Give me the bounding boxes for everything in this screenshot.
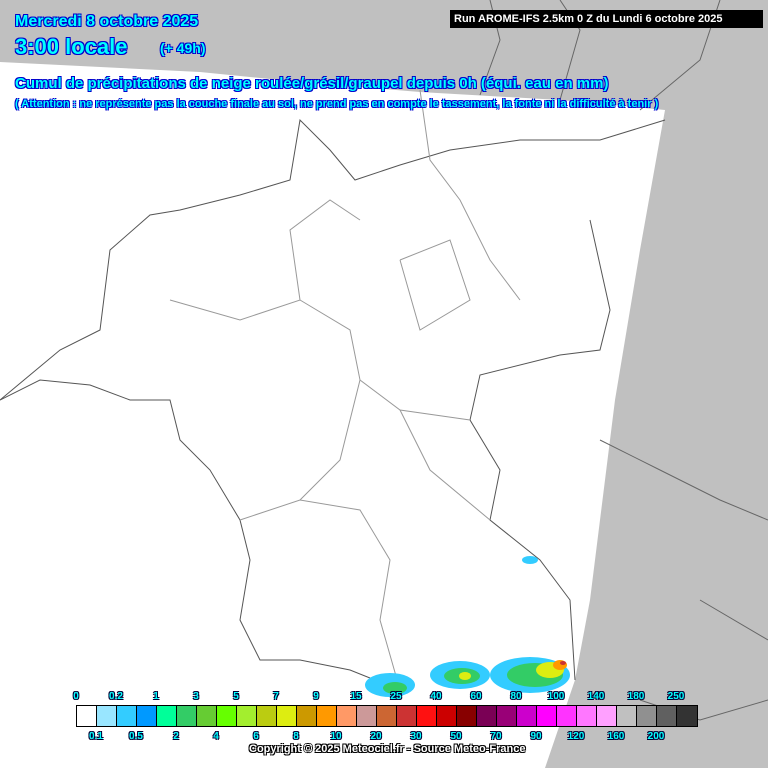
- legend-label: 6: [253, 731, 259, 742]
- legend-swatch: [657, 706, 677, 726]
- legend-swatch: [237, 706, 257, 726]
- legend-swatch: [457, 706, 477, 726]
- copyright: Copyright © 2025 Meteociel.fr - Source M…: [249, 743, 526, 755]
- map-warning: ( Attention : ne représente pas la couch…: [15, 98, 659, 110]
- legend-label: 200: [647, 731, 665, 742]
- legend-swatch: [117, 706, 137, 726]
- legend-label: 1: [153, 691, 159, 702]
- legend-swatch: [557, 706, 577, 726]
- legend-label: 5: [233, 691, 239, 702]
- legend-swatch: [597, 706, 617, 726]
- legend-label: 3: [193, 691, 199, 702]
- legend-swatch: [357, 706, 377, 726]
- legend-label: 250: [667, 691, 685, 702]
- legend-label: 80: [510, 691, 522, 702]
- legend-label: 30: [410, 731, 422, 742]
- legend-label: 15: [350, 691, 362, 702]
- legend-label: 40: [430, 691, 442, 702]
- legend-swatch: [97, 706, 117, 726]
- legend-label: 100: [547, 691, 565, 702]
- legend-swatch: [517, 706, 537, 726]
- legend-label: 0.2: [109, 691, 123, 702]
- legend-label: 50: [450, 731, 462, 742]
- legend-swatch: [297, 706, 317, 726]
- legend-swatch: [577, 706, 597, 726]
- legend-swatch: [617, 706, 637, 726]
- legend-swatch: [477, 706, 497, 726]
- legend-swatch: [317, 706, 337, 726]
- legend-swatch: [177, 706, 197, 726]
- legend-label: 90: [530, 731, 542, 742]
- legend-label: 2: [173, 731, 179, 742]
- legend-label: 140: [587, 691, 605, 702]
- forecast-hour: 3:00 locale: [15, 34, 128, 59]
- legend-label: 25: [390, 691, 402, 702]
- legend-swatch: [677, 706, 697, 726]
- legend-swatch: [77, 706, 97, 726]
- legend-label: 60: [470, 691, 482, 702]
- legend-swatch: [397, 706, 417, 726]
- legend-swatch: [377, 706, 397, 726]
- legend-label: 9: [313, 691, 319, 702]
- legend-label: 10: [330, 731, 342, 742]
- legend-label: 180: [627, 691, 645, 702]
- legend-swatch: [137, 706, 157, 726]
- outside-domain-top: [0, 0, 768, 115]
- legend-label: 120: [567, 731, 585, 742]
- legend-label: 8: [293, 731, 299, 742]
- forecast-offset: (+ 49h): [160, 40, 206, 56]
- legend-swatch: [437, 706, 457, 726]
- legend-swatch: [257, 706, 277, 726]
- forecast-date: Mercredi 8 octobre 2025: [15, 13, 199, 30]
- legend-label: 7: [273, 691, 279, 702]
- legend-label: 0: [73, 691, 79, 702]
- precipitation-area: [365, 556, 570, 697]
- legend-swatch: [157, 706, 177, 726]
- legend-label: 0.1: [89, 731, 103, 742]
- map-title: Cumul de précipitations de neige roulée/…: [15, 75, 609, 92]
- outside-domain-right: [545, 110, 768, 768]
- color-legend: [76, 705, 698, 727]
- legend-swatch: [197, 706, 217, 726]
- legend-swatch: [337, 706, 357, 726]
- legend-swatch: [217, 706, 237, 726]
- legend-swatch: [417, 706, 437, 726]
- legend-label: 20: [370, 731, 382, 742]
- legend-label: 4: [213, 731, 219, 742]
- model-run-label: Run AROME-IFS 2.5km 0 Z du Lundi 6 octob…: [450, 10, 763, 28]
- legend-label: 70: [490, 731, 502, 742]
- legend-swatch: [637, 706, 657, 726]
- legend-swatch: [537, 706, 557, 726]
- legend-swatch: [277, 706, 297, 726]
- legend-label: 160: [607, 731, 625, 742]
- legend-label: 0.5: [129, 731, 143, 742]
- legend-swatch: [497, 706, 517, 726]
